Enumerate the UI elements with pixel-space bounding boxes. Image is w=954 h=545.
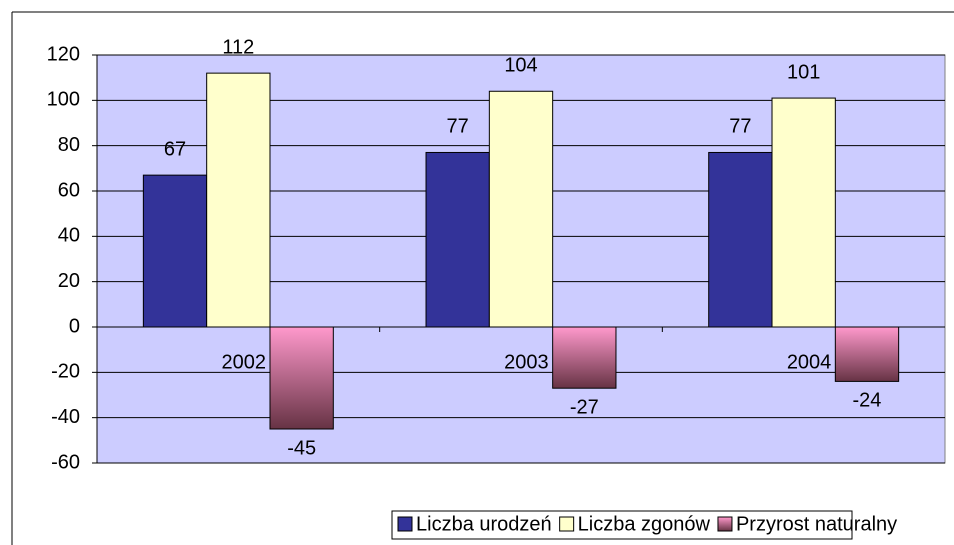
y-tick-label: -20: [51, 361, 80, 383]
y-tick-label: 40: [58, 225, 80, 247]
bar: [834, 326, 900, 382]
data-label: 112: [222, 36, 254, 58]
data-label: 77: [729, 116, 751, 138]
data-label: 77: [447, 116, 469, 138]
bar: [142, 174, 208, 328]
bar: [771, 97, 836, 328]
data-label: -45: [287, 437, 316, 459]
bar: [488, 90, 554, 328]
y-tick-label: 0: [69, 315, 80, 337]
legend-swatch: [559, 516, 575, 532]
bar: [425, 151, 490, 328]
data-label: 67: [164, 138, 186, 160]
legend-label: Przyrost naturalny: [736, 513, 897, 535]
bar: [708, 151, 773, 328]
y-tick-label: -60: [51, 451, 80, 473]
y-tick-label: 80: [58, 134, 80, 156]
data-label: -27: [570, 396, 599, 418]
y-tick-label: 100: [47, 89, 80, 111]
bar: [552, 326, 617, 389]
legend-label: Liczba urodzeń: [416, 513, 552, 535]
y-tick-label: -40: [51, 406, 80, 428]
y-tick-label: 120: [47, 43, 80, 65]
legend-label: Liczba zgonów: [578, 513, 711, 535]
bar: [206, 72, 271, 328]
data-label: -24: [853, 390, 882, 412]
data-label: 104: [504, 55, 537, 77]
data-label: 101: [787, 61, 820, 83]
bar: [269, 326, 334, 430]
y-tick-label: 20: [58, 270, 80, 292]
x-tick-label: 2003: [504, 351, 549, 373]
y-tick-label: 60: [58, 179, 80, 201]
legend-box: [391, 510, 853, 540]
legend-swatch: [397, 516, 413, 532]
x-tick-label: 2002: [221, 351, 266, 373]
x-tick-label: 2004: [787, 351, 832, 373]
legend-swatch: [717, 516, 733, 532]
